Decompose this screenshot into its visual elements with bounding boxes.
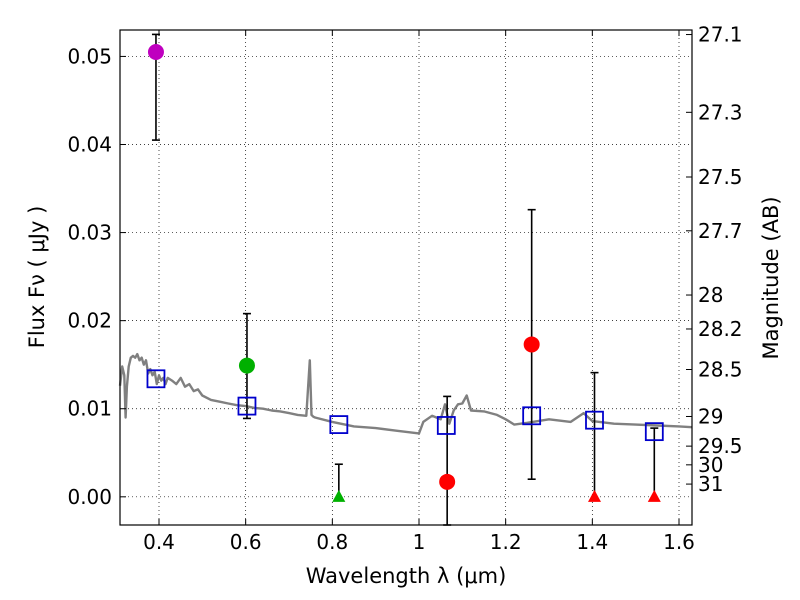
y-tick-label: 0.02 bbox=[67, 309, 112, 333]
model-photometry-square bbox=[522, 406, 542, 426]
x-tick-label: 1.2 bbox=[490, 530, 522, 554]
model-photometry-square bbox=[644, 422, 664, 442]
x-tick-label: 0.4 bbox=[143, 530, 175, 554]
x-tick-label: 0.6 bbox=[230, 530, 262, 554]
y-axis-label: Flux Fν ( μJy ) bbox=[25, 206, 49, 349]
mag-tick-label: 27.5 bbox=[698, 165, 743, 189]
mag-tick-label: 28 bbox=[698, 283, 723, 307]
x-tick-label: 1.4 bbox=[576, 530, 608, 554]
x-tick-label: 1.6 bbox=[663, 530, 695, 554]
mag-tick-label: 28.2 bbox=[698, 317, 743, 341]
x-tick-label: 0.8 bbox=[316, 530, 348, 554]
x-tick-label: 1 bbox=[413, 530, 426, 554]
mag-tick-label: 27.1 bbox=[698, 23, 743, 47]
plot-data bbox=[118, 33, 693, 526]
y-tick-label: 0.01 bbox=[67, 397, 112, 421]
model-photometry-square bbox=[436, 416, 456, 435]
mag-tick-label: 27.3 bbox=[698, 100, 743, 124]
mag-tick-label: 30 bbox=[698, 453, 723, 477]
obs_red-point bbox=[523, 336, 540, 353]
upper_limit_red-marker bbox=[588, 489, 601, 502]
mag-tick-label: 29.5 bbox=[698, 434, 743, 458]
obs_green-point bbox=[238, 357, 255, 374]
y-tick-label: 0.05 bbox=[67, 44, 112, 68]
y2-axis-label: Magnitude (AB) bbox=[759, 196, 783, 359]
model-photometry-square bbox=[329, 415, 349, 434]
model-photometry-square bbox=[585, 410, 604, 430]
obs_magenta-point bbox=[147, 44, 164, 61]
mag-tick-label: 28.5 bbox=[698, 357, 743, 381]
mag-tick-label: 27.7 bbox=[698, 219, 743, 243]
model-photometry-square bbox=[237, 396, 257, 416]
mag-tick-label: 29 bbox=[698, 404, 723, 428]
plot-frame bbox=[119, 29, 693, 526]
x-axis-label: Wavelength λ (μm) bbox=[306, 564, 507, 588]
mag-tick-label: 31 bbox=[698, 472, 723, 496]
y-tick-label: 0.04 bbox=[67, 133, 112, 157]
model-photometry-square bbox=[146, 369, 166, 389]
axis-ticks: 0.4 0.6 0.8 1 1.2 1.4 1.6 0.00 0.01 0.02 0.03 0.04 0… bbox=[67, 23, 742, 554]
y-tick-label: 0.00 bbox=[67, 485, 112, 509]
grid bbox=[120, 30, 692, 525]
obs_red-point bbox=[439, 473, 456, 490]
y-tick-label: 0.03 bbox=[67, 221, 112, 245]
model-spectrum-line bbox=[118, 352, 693, 435]
upper_limit_red-marker bbox=[647, 489, 661, 502]
upper_limit_green-marker bbox=[332, 489, 346, 502]
